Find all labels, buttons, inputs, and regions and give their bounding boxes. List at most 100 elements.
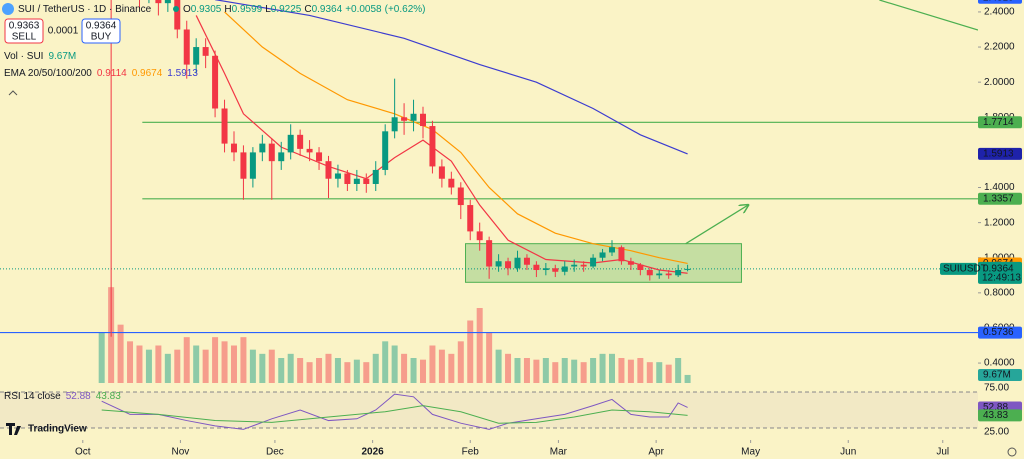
price-tag-label: 2.4810 — [983, 0, 1014, 3]
price-tag — [978, 192, 1022, 205]
candle-body — [646, 270, 653, 276]
y-tick-label: 1.2000 — [984, 217, 1015, 228]
rsi-tick-label: 25.00 — [984, 427, 1009, 438]
candle-body — [457, 187, 464, 206]
candle-body — [410, 113, 417, 121]
y-tick-label: 2.0000 — [984, 77, 1015, 88]
candle-body — [675, 270, 682, 276]
x-tick-label: Dec — [266, 447, 284, 458]
rsi-tag — [978, 409, 1022, 422]
x-tick-label: May — [741, 447, 760, 458]
ema-name: EMA 20/50/100/200 — [4, 68, 92, 79]
candle-body — [164, 0, 171, 4]
ema-line — [224, 11, 688, 265]
volume-bar — [221, 341, 228, 383]
candle-body — [221, 108, 228, 144]
volume-bar — [117, 324, 124, 383]
volume-bar — [363, 362, 370, 383]
candle-body — [202, 47, 209, 56]
candle-body — [561, 266, 568, 272]
volume-bar — [571, 359, 578, 383]
volume-bar — [429, 345, 436, 383]
sell-button[interactable] — [4, 18, 44, 44]
volume-bar — [675, 358, 682, 383]
volume-bar — [523, 358, 530, 383]
ema-line — [214, 0, 688, 155]
volume-bar — [637, 358, 644, 383]
candle-body — [268, 143, 275, 162]
candle-body — [467, 205, 474, 232]
volume-bar — [287, 353, 294, 383]
candle-body — [316, 152, 323, 162]
candle-body — [599, 252, 606, 258]
candle-body — [372, 169, 379, 184]
candle-body — [334, 173, 341, 179]
volume-bar — [240, 337, 247, 383]
volume-legend: Vol · SUI 9.67M — [4, 51, 76, 62]
price-tag — [978, 0, 1022, 4]
rsi-tag-label: 43.83 — [983, 410, 1008, 421]
h-value: 0.9599 — [232, 4, 263, 15]
volume-bar — [410, 358, 417, 383]
price-tag — [978, 116, 1022, 129]
candle-body — [344, 173, 351, 184]
volume-bar — [552, 362, 559, 383]
logo-icon — [6, 423, 21, 435]
volume-bar — [325, 353, 332, 383]
candle-body — [325, 161, 332, 179]
collapse-button[interactable] — [8, 90, 18, 96]
rsi-band — [0, 392, 978, 428]
candle-body — [637, 264, 644, 271]
candle-body — [240, 152, 247, 179]
volume-bar — [646, 362, 653, 383]
candle-body — [476, 231, 483, 241]
change-pct: (+0.62%) — [385, 4, 426, 15]
settings-button[interactable] — [1007, 447, 1017, 457]
y-tick-label: 0.8000 — [984, 287, 1015, 298]
volume-bar — [183, 337, 190, 383]
volume-bar — [495, 349, 502, 383]
volume-name: Vol · SUI — [4, 51, 43, 62]
candle-body — [401, 117, 408, 121]
candle-body — [580, 264, 587, 267]
c-label: C — [304, 4, 311, 15]
symbol-tag-label: SUIUSDT — [943, 264, 987, 275]
volume-bar — [448, 353, 455, 383]
candle-body — [542, 268, 549, 271]
volume-bar — [467, 320, 474, 383]
change: +0.0058 — [345, 4, 382, 15]
volume-tag — [978, 368, 1022, 381]
price-tag-label: 1.5913 — [983, 149, 1014, 160]
volume-bar — [372, 353, 379, 383]
candle-body — [514, 257, 521, 269]
rsi-ma-value: 43.83 — [96, 391, 121, 402]
symbol-title: SUI / TetherUS · 1D · Binance — [18, 4, 152, 15]
volume-bar — [353, 359, 360, 383]
volume-bar — [268, 349, 275, 383]
volume-bar — [608, 353, 615, 383]
l-label: L — [265, 4, 271, 15]
x-tick-label: Mar — [550, 447, 568, 458]
volume-bar — [249, 349, 256, 383]
symbol-icon — [2, 3, 14, 15]
axes: 2.40002.20002.00001.80001.60001.40001.20… — [75, 0, 1022, 458]
candle-body — [212, 55, 219, 109]
ema-legend: EMA 20/50/100/200 0.9114 0.9674 1.5913 — [4, 68, 198, 79]
buy-button[interactable] — [81, 18, 121, 44]
candle-body — [155, 0, 162, 4]
x-tick-label: Nov — [172, 447, 190, 458]
volume-bar — [136, 345, 143, 383]
volume-bar — [297, 358, 304, 383]
candle-body — [552, 268, 559, 272]
volume-bar — [590, 358, 597, 383]
volume-bar — [278, 358, 285, 383]
last-price-tag — [978, 261, 1022, 284]
x-tick-label: Oct — [75, 447, 91, 458]
volume-bar — [174, 349, 181, 383]
candle-body — [438, 166, 445, 179]
price-tag — [978, 326, 1022, 339]
price-pane — [0, 0, 978, 383]
l-value: 0.9225 — [271, 4, 302, 15]
volume-bar — [344, 362, 351, 383]
